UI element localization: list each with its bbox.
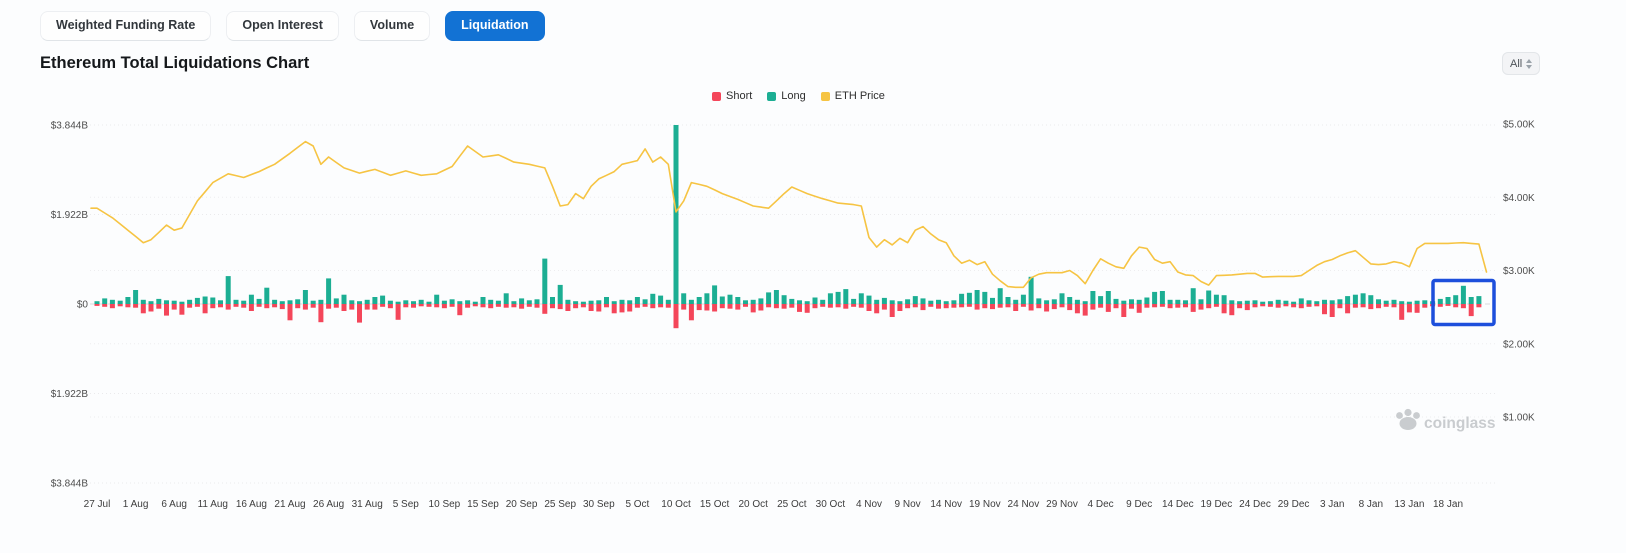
legend-label-long: Long [781, 90, 806, 102]
x-axis-label: 15 Sep [467, 499, 499, 510]
chart-legend: Short Long ETH Price [712, 90, 885, 102]
x-axis-label: 21 Aug [274, 499, 305, 510]
coinglass-watermark: coinglass [1396, 408, 1496, 432]
tab-volume[interactable]: Volume [353, 11, 431, 41]
right-axis-label: $3.00K [1503, 266, 1535, 277]
x-axis-label: 14 Nov [930, 499, 962, 510]
x-axis-label: 27 Jul [84, 499, 111, 510]
x-axis-label: 11 Aug [198, 499, 228, 510]
x-axis-label: 19 Dec [1201, 499, 1233, 510]
x-axis-label: 24 Nov [1008, 499, 1040, 510]
x-axis-label: 19 Nov [969, 499, 1001, 510]
tab-liquidation[interactable]: Liquidation [445, 11, 545, 41]
chart-type-tabs: Weighted Funding Rate Open Interest Volu… [40, 11, 545, 41]
page-title: Ethereum Total Liquidations Chart [40, 54, 310, 72]
x-axis-label: 25 Oct [777, 499, 807, 510]
x-axis-label: 30 Oct [816, 499, 846, 510]
x-axis-label: 25 Sep [544, 499, 576, 510]
short-swatch-icon [712, 91, 721, 101]
x-axis-label: 14 Dec [1162, 499, 1194, 510]
left-axis-label: $1.922B [51, 389, 89, 400]
x-axis-label: 4 Nov [856, 499, 882, 510]
legend-item-long[interactable]: Long [767, 90, 806, 102]
x-axis-label: 8 Jan [1359, 499, 1383, 510]
legend-label-eth-price: ETH Price [834, 90, 885, 102]
x-axis-label: 20 Oct [738, 499, 768, 510]
x-axis-label: 29 Dec [1278, 499, 1310, 510]
x-axis-label: 30 Sep [583, 499, 615, 510]
x-axis-label: 9 Nov [895, 499, 921, 510]
axis-labels: $3.844B $1.922B $0 $1.922B $3.844B $5.00K $4.0… [51, 120, 1535, 511]
x-axis-label: 24 Dec [1239, 499, 1271, 510]
left-axis-label: $3.844B [51, 479, 89, 490]
x-axis-label: 18 Jan [1433, 499, 1463, 510]
x-axis-label: 10 Sep [429, 499, 461, 510]
range-select[interactable]: All [1502, 52, 1541, 75]
long-swatch-icon [767, 91, 777, 101]
x-axis-label: 5 Sep [393, 499, 420, 510]
x-axis-label: 6 Aug [161, 499, 187, 510]
paw-icon [1399, 417, 1417, 430]
left-axis-label: $0 [77, 300, 89, 311]
legend-label-short: Short [726, 90, 753, 102]
x-axis-label: 5 Oct [625, 499, 649, 510]
eth-price-swatch-icon [820, 91, 830, 101]
right-axis-label: $1.00K [1503, 413, 1535, 424]
x-axis-label: 1 Aug [123, 499, 149, 510]
x-axis-label: 13 Jan [1394, 499, 1424, 510]
x-axis-label: 31 Aug [352, 499, 383, 510]
x-axis-label: 16 Aug [236, 499, 267, 510]
x-axis-label: 29 Nov [1046, 499, 1078, 510]
left-axis-label: $1.922B [51, 210, 89, 221]
x-axis-label: 26 Aug [313, 499, 344, 510]
right-axis-label: $2.00K [1503, 339, 1535, 350]
right-axis-label: $4.00K [1503, 193, 1535, 204]
legend-item-eth-price[interactable]: ETH Price [820, 90, 885, 102]
right-axis-label: $5.00K [1503, 120, 1535, 131]
tab-open-interest[interactable]: Open Interest [226, 11, 339, 41]
x-axis-label: 4 Dec [1088, 499, 1114, 510]
x-axis-label: 10 Oct [661, 499, 691, 510]
tab-weighted-funding-rate[interactable]: Weighted Funding Rate [40, 11, 212, 41]
x-axis-label: 20 Sep [506, 499, 538, 510]
eth-price-line [90, 140, 1488, 289]
select-arrows-icon [1526, 58, 1533, 69]
short-bars [94, 304, 1482, 329]
x-axis-label: 3 Jan [1320, 499, 1344, 510]
legend-item-short[interactable]: Short [712, 90, 752, 102]
x-axis-label: 15 Oct [700, 499, 730, 510]
highlight-box [1431, 278, 1496, 327]
left-axis-label: $3.844B [51, 121, 89, 132]
range-select-value: All [1510, 57, 1523, 70]
x-axis-label: 9 Dec [1126, 499, 1152, 510]
long-bars [94, 125, 1482, 304]
watermark-text: coinglass [1424, 415, 1496, 432]
